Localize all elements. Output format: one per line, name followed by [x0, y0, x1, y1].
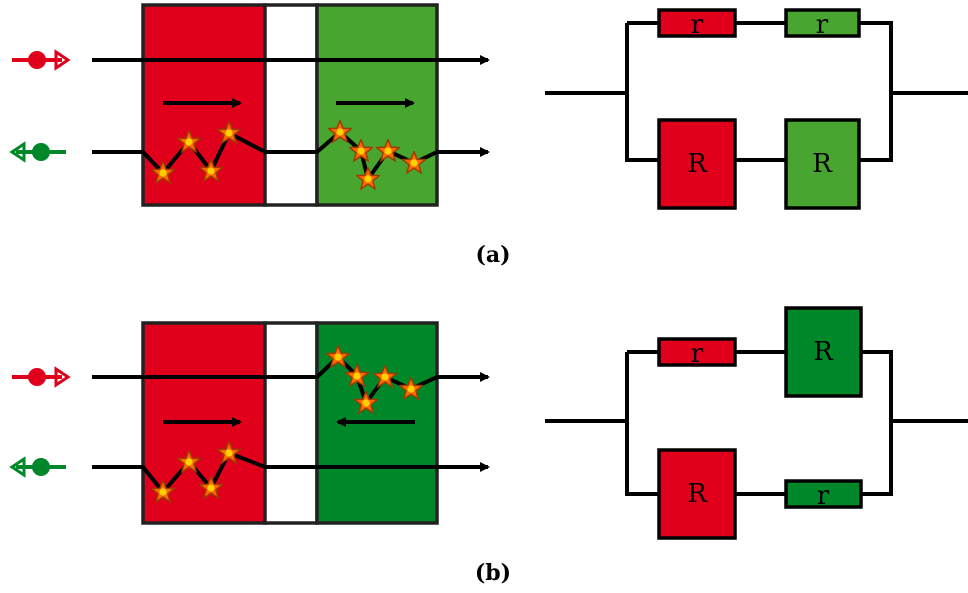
- caption-a: (a): [475, 242, 510, 268]
- resistor-b-bottom-left: [657, 448, 737, 540]
- resistor-a-bottom-right: [784, 118, 861, 210]
- gap-region-b: [263, 321, 319, 525]
- lower-path-b: [92, 450, 490, 496]
- resistor-b-bottom-right-label: r: [817, 481, 830, 511]
- resistor-a-bottom-right-label: R: [812, 149, 833, 179]
- circuit-b: r R R r: [545, 306, 968, 540]
- resistor-b-top-left-label: r: [691, 339, 704, 369]
- resistor-a-bottom-left: [657, 118, 737, 210]
- resistor-a-top-left-label: r: [691, 10, 704, 40]
- red-forward-dot-arrow-icon: [12, 49, 71, 71]
- gap-region-a: [263, 3, 319, 207]
- resistor-a-top-right: [784, 8, 861, 38]
- red-forward-dot-arrow-icon: [12, 366, 71, 388]
- figure-b: r R R r (b): [9, 306, 968, 586]
- resistor-b-bottom-right: [784, 479, 863, 509]
- resistor-b-top-right-label: R: [813, 337, 834, 367]
- resistor-b-top-left: [657, 337, 737, 367]
- green-backward-dot-arrow-icon: [9, 141, 66, 163]
- green-backward-dot-arrow-icon: [9, 456, 66, 478]
- resistor-b-bottom-left-label: R: [687, 479, 708, 509]
- resistor-a-bottom-left-label: R: [687, 149, 708, 179]
- figure-a: r r R R (a): [9, 3, 968, 268]
- resistor-a-top-left: [657, 8, 737, 38]
- resistor-b-top-right: [784, 306, 863, 398]
- circuit-a: r r R R: [545, 8, 968, 210]
- resistor-a-top-right-label: r: [816, 10, 829, 40]
- caption-b: (b): [475, 560, 511, 586]
